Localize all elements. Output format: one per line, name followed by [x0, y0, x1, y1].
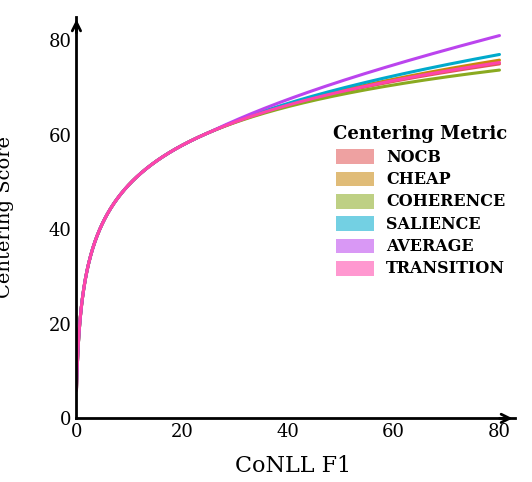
- Line: SALIENCE: SALIENCE: [77, 54, 500, 390]
- TRANSITION: [343, 88, 349, 94]
- AVERAGE: [330, 81, 336, 87]
- TRANSITION: [99, 221, 105, 227]
- COHERENCE: [99, 221, 105, 227]
- COHERENCE: [496, 67, 503, 73]
- NOCB: [394, 78, 401, 83]
- CHEAP: [73, 387, 80, 393]
- SALIENCE: [343, 84, 349, 90]
- CHEAP: [99, 221, 105, 227]
- COHERENCE: [394, 81, 401, 87]
- COHERENCE: [319, 95, 325, 101]
- NOCB: [330, 91, 336, 97]
- NOCB: [496, 61, 503, 67]
- SALIENCE: [319, 91, 325, 96]
- SALIENCE: [73, 387, 80, 393]
- Text: Centering Score: Centering Score: [0, 136, 14, 298]
- COHERENCE: [330, 94, 336, 99]
- SALIENCE: [99, 221, 105, 227]
- COHERENCE: [343, 91, 349, 96]
- NOCB: [437, 70, 444, 76]
- AVERAGE: [319, 84, 325, 90]
- Legend: NOCB, CHEAP, COHERENCE, SALIENCE, AVERAGE, TRANSITION: NOCB, CHEAP, COHERENCE, SALIENCE, AVERAG…: [334, 125, 508, 278]
- SALIENCE: [437, 63, 444, 69]
- TRANSITION: [437, 69, 444, 75]
- SALIENCE: [330, 88, 336, 94]
- Line: TRANSITION: TRANSITION: [77, 63, 500, 390]
- AVERAGE: [343, 77, 349, 82]
- TRANSITION: [319, 93, 325, 99]
- AVERAGE: [437, 49, 444, 54]
- CHEAP: [394, 76, 401, 81]
- TRANSITION: [330, 91, 336, 96]
- NOCB: [99, 221, 105, 227]
- CHEAP: [330, 90, 336, 95]
- CHEAP: [343, 87, 349, 93]
- NOCB: [73, 387, 80, 393]
- Line: COHERENCE: COHERENCE: [77, 70, 500, 390]
- TRANSITION: [394, 77, 401, 83]
- SALIENCE: [394, 72, 401, 78]
- AVERAGE: [73, 387, 80, 393]
- Line: NOCB: NOCB: [77, 64, 500, 390]
- Line: AVERAGE: AVERAGE: [77, 36, 500, 390]
- AVERAGE: [394, 61, 401, 67]
- TRANSITION: [496, 60, 503, 66]
- Line: CHEAP: CHEAP: [77, 60, 500, 390]
- TRANSITION: [73, 387, 80, 393]
- COHERENCE: [437, 75, 444, 80]
- CHEAP: [319, 93, 325, 98]
- AVERAGE: [496, 33, 503, 39]
- NOCB: [319, 94, 325, 99]
- CHEAP: [496, 57, 503, 63]
- CHEAP: [437, 67, 444, 73]
- SALIENCE: [496, 52, 503, 57]
- Text: CoNLL F1: CoNLL F1: [235, 455, 351, 477]
- NOCB: [343, 88, 349, 94]
- COHERENCE: [73, 387, 80, 393]
- AVERAGE: [99, 221, 105, 227]
